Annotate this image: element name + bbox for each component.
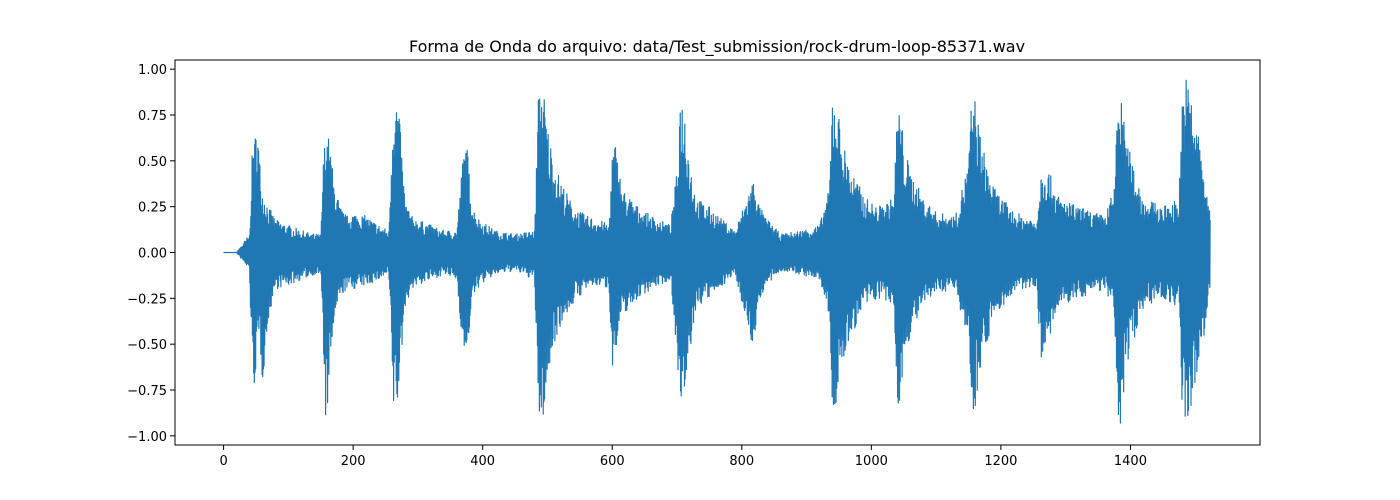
x-tick-label: 1200 bbox=[984, 454, 1017, 469]
y-tick-label: −0.25 bbox=[127, 292, 167, 307]
y-axis: −1.00 −0.75 −0.50 −0.25 0.00 0.25 0.50 0.75 1.00 bbox=[127, 63, 175, 445]
y-tick-label: 0.75 bbox=[138, 109, 167, 124]
x-tick-label: 600 bbox=[600, 454, 625, 469]
y-tick-label: −1.00 bbox=[127, 430, 167, 445]
x-tick-label: 200 bbox=[341, 454, 366, 469]
plot-frame bbox=[174, 59, 1261, 446]
x-tick-label: 0 bbox=[219, 454, 227, 469]
waveform-series bbox=[223, 79, 1211, 424]
y-tick-label: 0.00 bbox=[138, 247, 167, 262]
x-tick-label: 1400 bbox=[1114, 454, 1147, 469]
x-axis: 0 200 400 600 800 1000 1200 1400 bbox=[219, 445, 1147, 469]
waveform-line bbox=[223, 79, 1211, 424]
y-tick-label: 0.50 bbox=[138, 155, 167, 170]
y-tick-label: 1.00 bbox=[138, 63, 167, 78]
chart-title: Forma de Onda do arquivo: data/Test_subm… bbox=[409, 37, 1025, 57]
x-tick-label: 800 bbox=[729, 454, 754, 469]
y-tick-label: −0.75 bbox=[127, 384, 167, 399]
x-tick-label: 400 bbox=[470, 454, 495, 469]
y-tick-label: 0.25 bbox=[138, 201, 167, 216]
x-tick-label: 1000 bbox=[855, 454, 888, 469]
y-tick-label: −0.50 bbox=[127, 338, 167, 353]
